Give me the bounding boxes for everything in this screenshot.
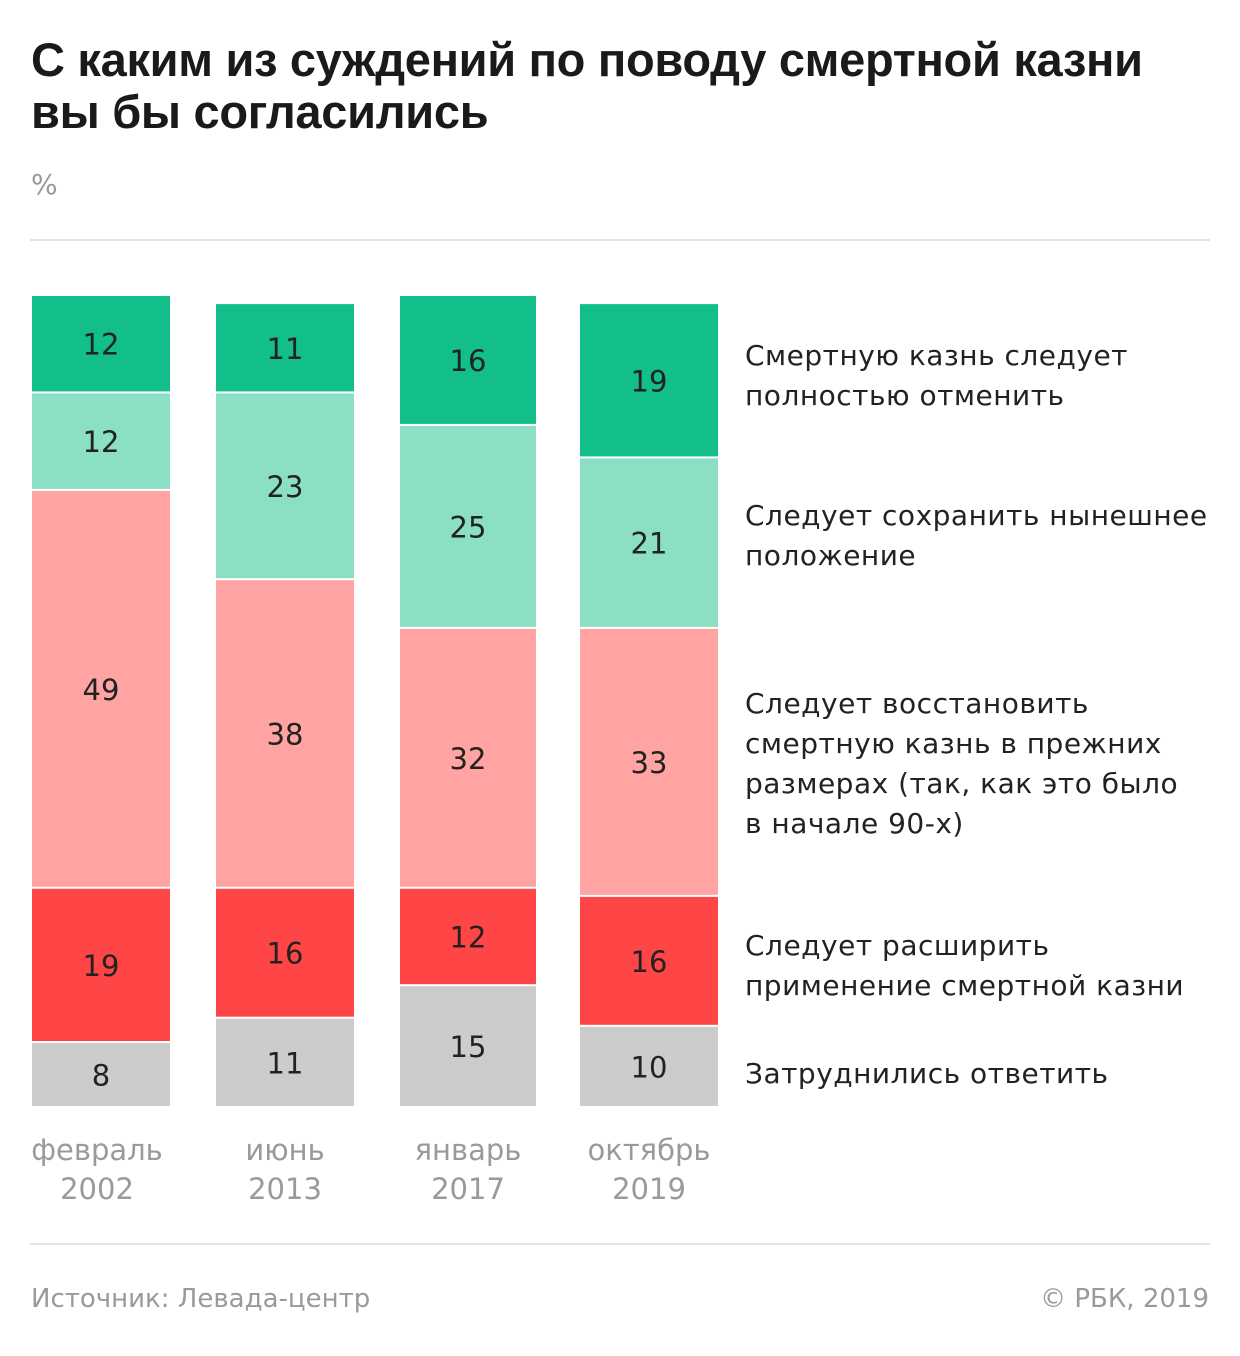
bar-segment — [216, 580, 354, 887]
legend-item-abolish: Смертную казнь следует полностью отменит… — [745, 339, 1128, 412]
data-label: 32 — [450, 742, 487, 776]
data-label: 49 — [83, 673, 120, 707]
data-label: 21 — [631, 527, 668, 561]
top-divider — [30, 239, 1210, 241]
bar-segment — [32, 888, 170, 1042]
data-label: 8 — [92, 1059, 110, 1093]
bar-segment — [400, 425, 536, 627]
data-label: 12 — [83, 425, 120, 459]
data-label: 25 — [450, 510, 487, 544]
bar-segment — [580, 896, 718, 1025]
data-label: 10 — [631, 1050, 668, 1084]
category-label: январь 2017 — [414, 1133, 522, 1206]
legend-item-restore: Следует восстановить смертную казнь в пр… — [745, 687, 1179, 840]
bottom-divider — [30, 1243, 1210, 1245]
category-label: февраль 2002 — [31, 1133, 163, 1206]
bar-segment — [216, 393, 354, 579]
bar-segment — [580, 304, 718, 457]
data-label: 16 — [450, 344, 487, 378]
chart-title: С каким из суждений по поводу смертной к… — [31, 33, 1143, 138]
copyright: © РБК, 2019 — [1040, 1284, 1209, 1314]
data-label: 12 — [450, 920, 487, 954]
bar-segment — [580, 628, 718, 895]
bar-segment — [216, 1018, 354, 1106]
unit-label: % — [31, 168, 58, 201]
data-label: 19 — [631, 364, 668, 398]
bar-segment — [216, 888, 354, 1017]
data-label: 16 — [267, 937, 304, 971]
data-label: 16 — [631, 945, 668, 979]
data-label: 11 — [267, 332, 304, 366]
bar-segment — [580, 458, 718, 627]
bar-segment — [32, 490, 170, 887]
category-label: июнь 2013 — [245, 1133, 325, 1206]
bar-segment — [32, 296, 170, 392]
data-label: 19 — [83, 949, 120, 983]
bar-segment — [580, 1026, 718, 1106]
data-label: 11 — [267, 1046, 304, 1080]
bar-segment — [400, 888, 536, 985]
data-label: 38 — [267, 717, 304, 751]
data-label: 12 — [83, 328, 120, 362]
bar-segment — [400, 986, 536, 1106]
bar-segment — [400, 296, 536, 424]
legend-item-keep: Следует сохранить нынешнее положение — [745, 499, 1208, 572]
category-label: октябрь 2019 — [587, 1133, 711, 1206]
bar-segment — [216, 304, 354, 392]
data-label: 15 — [450, 1030, 487, 1064]
data-label: 23 — [267, 470, 304, 504]
legend-item-undecided: Затруднились ответить — [745, 1057, 1109, 1090]
bar-segment — [400, 628, 536, 887]
bar-segment — [32, 1043, 170, 1106]
legend-item-expand: Следует расширить применение смертной ка… — [745, 929, 1185, 1002]
data-label: 33 — [631, 746, 668, 780]
bar-segment — [32, 393, 170, 489]
source-note: Источник: Левада-центр — [31, 1284, 371, 1314]
